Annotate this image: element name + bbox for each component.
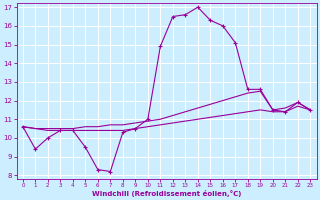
X-axis label: Windchill (Refroidissement éolien,°C): Windchill (Refroidissement éolien,°C) xyxy=(92,190,241,197)
